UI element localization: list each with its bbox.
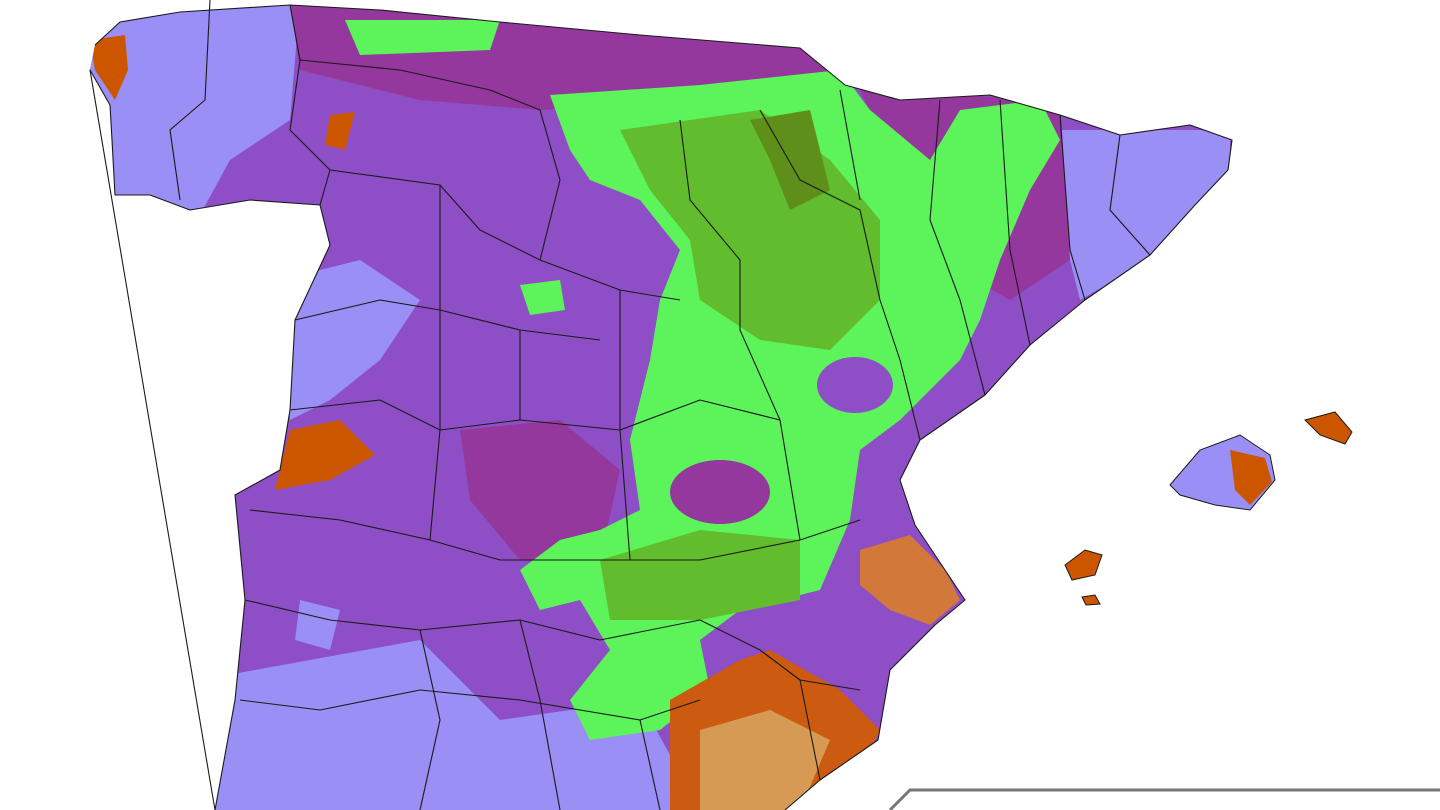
region-orange-galicia [90, 35, 128, 100]
border [299, 59, 561, 261]
region-green-spot [520, 280, 565, 315]
border [249, 509, 861, 561]
region-orange-valencia [860, 535, 960, 625]
region-green-north [345, 20, 500, 55]
region-center-west [460, 420, 620, 560]
border [1059, 114, 1151, 301]
border [329, 169, 681, 301]
border [759, 649, 861, 781]
border [169, 0, 211, 201]
balearic-islands [1064, 411, 1353, 606]
region-hole [670, 460, 770, 524]
region-spot [295, 600, 340, 650]
province-borders [89, 0, 1233, 810]
region-tan-murcia [700, 710, 830, 810]
formentera [1081, 594, 1101, 606]
border [679, 119, 801, 541]
region-orange-bierzo [325, 112, 355, 150]
inset-frame [888, 788, 1440, 810]
region-hole [817, 357, 893, 413]
region-orange-west [275, 420, 375, 490]
border [239, 689, 701, 721]
region-south [200, 640, 700, 810]
border [429, 185, 631, 561]
menorca [1304, 411, 1353, 445]
mallorca-orange [1230, 450, 1272, 505]
region-west [280, 260, 420, 420]
region-dark-green-south [600, 530, 800, 620]
ibiza [1064, 549, 1103, 581]
border [419, 619, 661, 810]
region-galicia [90, 5, 300, 215]
border [759, 109, 921, 441]
border [289, 4, 331, 206]
region-catalonia [1060, 130, 1230, 300]
border [839, 89, 1031, 396]
